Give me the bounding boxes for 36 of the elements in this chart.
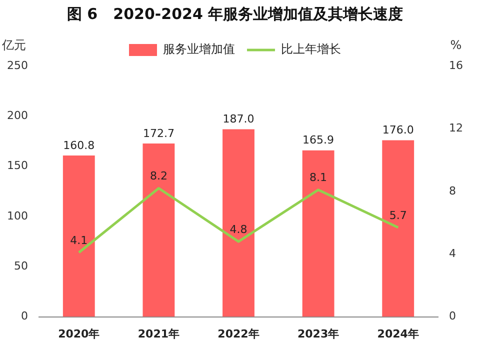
data-label: 4.1 <box>70 234 88 247</box>
y2-axis-title: % <box>450 38 462 52</box>
y2-tick-label: 8 <box>449 184 456 198</box>
data-label: 160.8 <box>63 138 95 152</box>
x-tick-label: 2020年 <box>58 327 100 340</box>
data-label: 172.7 <box>142 126 174 140</box>
y2-tick-label: 16 <box>449 58 464 72</box>
y2-tick-label: 12 <box>449 122 464 135</box>
data-label: 5.7 <box>389 208 407 222</box>
chart-title: 图 6 2020-2024 年服务业增加值及其增长速度 <box>66 4 404 23</box>
data-label: 176.0 <box>382 124 414 137</box>
legend-label: 比上年增长 <box>281 42 341 56</box>
x-tick-label: 2022年 <box>218 327 260 340</box>
bar <box>62 155 95 317</box>
data-label: 187.0 <box>222 112 254 126</box>
y-tick-label: 250 <box>6 58 28 72</box>
y-axis-title: 亿元 <box>1 38 26 52</box>
bar <box>142 144 175 317</box>
legend-label: 服务业增加值 <box>163 42 235 56</box>
y-tick-label: 0 <box>20 310 28 323</box>
x-tick-label: 2021年 <box>138 327 180 340</box>
y-tick-label: 50 <box>14 260 28 272</box>
y-tick-label: 200 <box>6 109 28 122</box>
data-label: 8.2 <box>150 170 168 183</box>
bar <box>222 129 254 317</box>
data-label: 8.1 <box>310 171 328 184</box>
y2-tick-label: 4 <box>449 246 456 260</box>
y2-tick-label: 0 <box>449 310 456 323</box>
bar <box>382 140 414 317</box>
y-tick-label: 100 <box>6 209 28 222</box>
bar <box>302 150 334 317</box>
data-label: 4.8 <box>230 222 248 236</box>
data-label: 165.9 <box>302 134 334 147</box>
x-tick-label: 2023年 <box>297 327 340 340</box>
x-tick-label: 2024年 <box>377 327 419 340</box>
y-tick-label: 150 <box>6 159 28 172</box>
